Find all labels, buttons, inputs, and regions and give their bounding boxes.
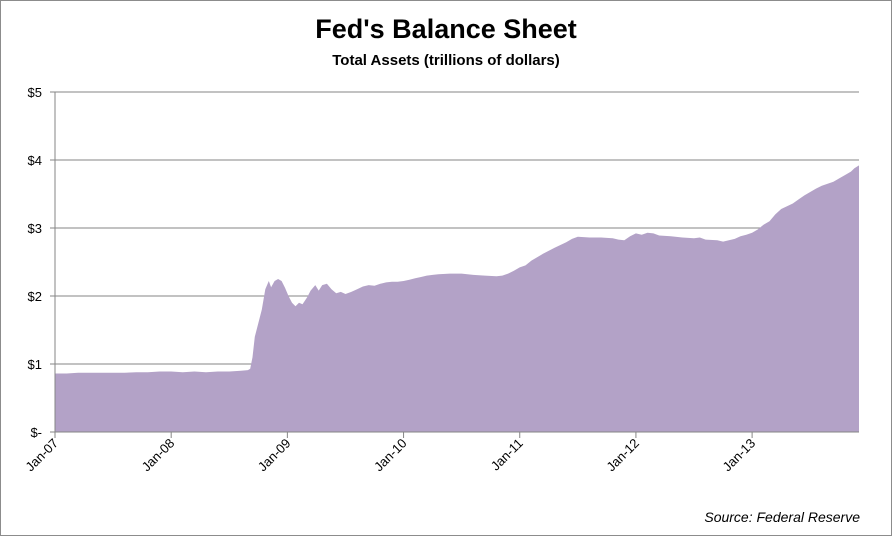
y-tick-label: $4 xyxy=(28,153,42,168)
x-tick-label: Jan-07 xyxy=(22,436,61,475)
x-tick-label: Jan-09 xyxy=(255,436,294,475)
y-tick-label: $- xyxy=(30,425,42,440)
x-tick-label: Jan-11 xyxy=(488,436,526,474)
x-tick-label: Jan-13 xyxy=(720,436,759,475)
x-tick-label: Jan-12 xyxy=(603,436,642,475)
source-note: Source: Federal Reserve xyxy=(704,509,860,525)
y-tick-label: $3 xyxy=(28,221,42,236)
series-area xyxy=(55,165,859,432)
series-area-shape xyxy=(55,165,859,432)
x-tick-label: Jan-08 xyxy=(139,436,178,475)
x-tick-label: Jan-10 xyxy=(371,436,410,475)
y-tick-label: $5 xyxy=(28,85,42,100)
y-tick-label: $1 xyxy=(28,357,42,372)
axes xyxy=(54,92,859,433)
x-tick-labels: Jan-07 Jan-08 Jan-09 Jan-10 Jan-11 Jan-12 Jan-… xyxy=(22,432,758,474)
chart-subtitle: Total Assets (trillions of dollars) xyxy=(332,52,560,69)
y-tick-label: $2 xyxy=(28,289,42,304)
y-tick-labels: $- $1 $2 $3 $4 $5 xyxy=(28,85,55,440)
chart-title: Fed's Balance Sheet xyxy=(315,14,577,44)
